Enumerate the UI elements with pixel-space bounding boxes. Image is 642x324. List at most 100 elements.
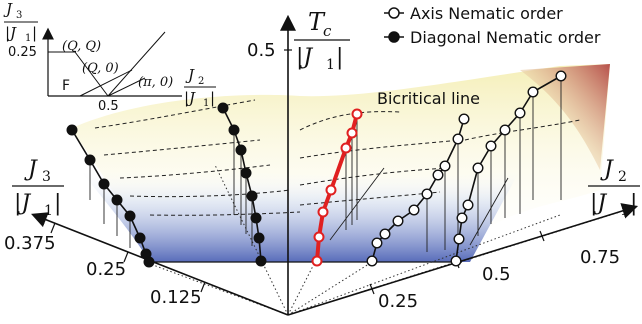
series-line-axis_b (455, 75, 562, 262)
x-label-den-sub: 1 (620, 203, 629, 219)
y-tick-mark-1 (200, 281, 206, 293)
point-axis_b-9 (450, 255, 462, 267)
y-label-den: |J (14, 191, 31, 216)
point-axis_b-8 (453, 233, 465, 245)
point-axis_b-4 (485, 140, 497, 152)
inset-y-label-den-close: | (32, 24, 37, 42)
x-axis-label: J 2 |J 1 | (588, 157, 640, 219)
inset-y-label-den-sub: 1 (25, 33, 31, 44)
x-tick-mark-1 (369, 283, 375, 295)
point-axis_a-7 (379, 228, 391, 240)
point-bicritical-0 (351, 108, 363, 120)
y-axis (31, 212, 289, 316)
legend-open-marker (388, 7, 400, 19)
legend-entry-axis: Axis Nematic order (410, 4, 563, 23)
point-diag_b-1 (228, 124, 240, 136)
bicritical-label: Bicritical line (377, 89, 480, 108)
point-diag_b-7 (255, 255, 267, 267)
x-label-den-close: | (630, 191, 637, 216)
y-tick-label-1: 0.125 (150, 287, 202, 308)
x-label-den: |J (590, 191, 607, 216)
inset-x-label-den-close: | (210, 89, 215, 107)
series-points (66, 70, 567, 268)
z-tick-label: 0.5 (247, 40, 276, 61)
point-axis_b-3 (499, 124, 511, 136)
inset-phase-F: F (62, 78, 70, 94)
x-tick-label-2: 0.5 (482, 264, 511, 285)
drop-lines (89, 76, 562, 252)
surface-red-corner (520, 64, 610, 170)
z-label-den-close: | (336, 45, 343, 70)
x-tick-label-3: 0.75 (580, 247, 620, 268)
point-axis_a-3 (432, 169, 444, 181)
point-axis_a-9 (366, 255, 378, 267)
point-diag_b-5 (250, 212, 262, 224)
inset-phase-QQ: (Q, Q) (62, 39, 101, 54)
point-bicritical-4 (317, 206, 329, 218)
legend: Axis Nematic order Diagonal Nematic orde… (384, 4, 601, 47)
inset-y-label-den: |J (5, 24, 17, 42)
point-axis_b-5 (472, 162, 484, 174)
point-axis_a-5 (408, 204, 420, 216)
legend-filled-marker (388, 31, 400, 43)
z-label-den: |J (296, 45, 313, 70)
point-axis_a-1 (452, 133, 464, 145)
point-bicritical-6 (311, 255, 323, 267)
point-diag_b-2 (235, 144, 247, 156)
y-tick-label-2: 0.25 (86, 259, 126, 280)
point-diag_a-5 (134, 232, 146, 244)
point-bicritical-5 (313, 231, 325, 243)
point-diag_a-0 (66, 124, 78, 136)
point-diag_b-6 (253, 232, 265, 244)
y-tick-mark-3 (50, 222, 56, 234)
point-diag_a-7 (143, 256, 155, 268)
contour-lines (94, 99, 581, 216)
point-bicritical-2 (340, 142, 352, 154)
y-label-den-close: | (54, 191, 61, 216)
inset-x-label-den-sub: 1 (203, 98, 209, 109)
point-axis_a-0 (458, 113, 470, 125)
point-axis_a-2 (439, 160, 451, 172)
point-diag_a-2 (98, 178, 110, 190)
point-axis_a-8 (371, 237, 383, 249)
point-diag_b-4 (246, 190, 258, 202)
point-axis_b-1 (527, 86, 539, 98)
y-axis-label: J 3 |J 1 | (12, 157, 64, 219)
point-diag_a-3 (111, 194, 123, 206)
inset-phase-Q0: (Q, 0) (82, 61, 119, 76)
y-tick-mark-2 (123, 251, 129, 263)
point-axis_a-6 (392, 215, 404, 227)
inset-y-tick: 0.25 (8, 45, 37, 60)
series-line-axis_a (371, 118, 465, 262)
y-tick-label-3: 0.375 (4, 233, 56, 254)
point-axis_b-6 (462, 199, 474, 211)
point-diag_b-0 (217, 102, 229, 114)
x-label-sub: 2 (618, 169, 627, 185)
point-axis_b-7 (456, 212, 468, 224)
inset-x-label-num: J (185, 66, 195, 84)
point-bicritical-3 (325, 184, 337, 196)
z-label-den-sub: 1 (326, 57, 335, 73)
point-axis_b-2 (514, 107, 526, 119)
surface-lower (80, 169, 520, 262)
point-axis_a-4 (421, 188, 433, 200)
y-label-sub: 3 (42, 169, 51, 185)
inset-x-label-den: |J (184, 89, 196, 107)
x-tick-label-1: 0.25 (378, 291, 418, 312)
inset-y-label-num: J (3, 0, 13, 18)
inset-y-label-sub: 3 (16, 10, 22, 21)
point-diag_a-1 (84, 154, 96, 166)
point-bicritical-1 (346, 127, 358, 139)
legend-entry-diagonal: Diagonal Nematic order (410, 28, 601, 47)
x-label-num: J (600, 157, 614, 182)
z-label-num: T (308, 8, 326, 36)
x-tick-mark-3 (539, 230, 545, 242)
inset-phase-diagram: J 3 |J 1 | 0.25 J 2 |J 1 | 0.5 F (Q, Q) … (3, 0, 216, 114)
point-axis_b-0 (555, 70, 567, 82)
z-axis-label: T c |J 1 | (294, 8, 350, 73)
y-label-num: J (24, 157, 38, 182)
y-label-den-sub: 1 (44, 203, 53, 219)
z-label-sub: c (323, 22, 332, 40)
inset-phase-pi0: (π, 0) (138, 75, 173, 90)
